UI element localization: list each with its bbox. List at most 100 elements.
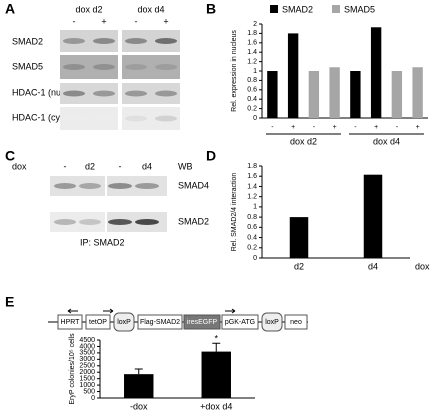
bar — [329, 67, 340, 118]
blot — [50, 176, 105, 196]
y-tick-label: 0.4 — [247, 234, 257, 241]
blot-images — [50, 30, 180, 232]
y-tick-label: 3500 — [79, 350, 95, 357]
bar — [391, 71, 403, 118]
construct-label: neo — [290, 319, 302, 326]
construct-label: loxP — [265, 319, 279, 326]
y-tick-label: 1500 — [79, 376, 95, 383]
construct-box — [221, 314, 259, 330]
error-bar — [134, 368, 143, 375]
y-tick-label: 0.8 — [247, 214, 257, 221]
x-tick-label: - — [313, 124, 316, 131]
lane-label: + — [163, 16, 168, 26]
y-axis-label: EryP colonies/10⁵ cells — [69, 333, 76, 405]
band — [155, 64, 177, 70]
band — [108, 219, 132, 225]
bar — [267, 71, 278, 118]
x-tick-label: - — [396, 124, 399, 131]
y-tick-label: 500 — [83, 388, 95, 395]
band — [155, 38, 177, 44]
construct-label: iresEGFP — [187, 319, 218, 326]
y-tick-label: 1000 — [79, 382, 95, 389]
panel-label: B — [206, 1, 216, 17]
legend-label: SMAD5 — [344, 4, 375, 14]
error-bar — [212, 342, 221, 352]
band — [108, 183, 132, 189]
blot — [60, 83, 118, 104]
y-tick-label: 2000 — [79, 369, 95, 376]
legend-swatch — [332, 5, 340, 13]
construct-box — [85, 314, 111, 330]
blot — [60, 30, 118, 52]
lane-label: WB — [178, 161, 193, 171]
x-tick-label: -dox — [130, 401, 148, 411]
construct-label: loxP — [117, 319, 131, 326]
y-tick-label: 1.4 — [247, 49, 257, 56]
blot — [122, 30, 180, 52]
band — [93, 90, 115, 97]
construct: HPRT tetOP loxP Flag-SMAD2 iresEGFP pGK-… — [48, 308, 308, 332]
panel-label: E — [5, 294, 14, 310]
y-tick-label: 2500 — [79, 363, 95, 370]
y-tick-label: 1 — [253, 68, 257, 75]
x-tick-label: + — [333, 124, 337, 131]
x-axis-label: dox — [415, 261, 430, 271]
band — [135, 183, 159, 189]
band — [93, 38, 115, 44]
bar — [287, 33, 299, 118]
band — [93, 115, 115, 122]
x-tick-label: +dox d4 — [200, 401, 232, 411]
bar — [308, 71, 320, 118]
x-tick-label: + — [374, 124, 378, 131]
x-tick-label: - — [271, 124, 274, 131]
y-tick-label: 0.2 — [247, 105, 257, 112]
y-tick-label: 2 — [253, 21, 257, 28]
band — [155, 90, 177, 97]
blot-header: dox d2 — [75, 4, 102, 14]
y-tick-label: 3000 — [79, 356, 95, 363]
y-tick-label: 0 — [253, 115, 257, 122]
x-tick-label: - — [354, 124, 357, 131]
x-tick-label: d2 — [294, 261, 304, 271]
legend-swatch — [270, 5, 278, 13]
bar — [370, 27, 382, 118]
y-tick-label: 0.6 — [247, 87, 257, 94]
y-tick-label: 0 — [91, 395, 95, 402]
blot — [50, 212, 105, 232]
lane-label: - — [64, 161, 67, 171]
blot — [122, 107, 180, 130]
construct-box — [57, 314, 83, 330]
bar — [363, 174, 383, 258]
lane-label: - — [73, 16, 76, 26]
y-tick-label: 1.2 — [247, 194, 257, 201]
arrow — [103, 308, 114, 314]
y-tick-label: 1.8 — [247, 163, 257, 170]
y-tick-label: 4000 — [79, 343, 95, 350]
y-tick-label: 1.6 — [247, 173, 257, 180]
row-label: SMAD5 — [12, 61, 43, 71]
band — [54, 183, 76, 189]
bar — [289, 217, 309, 258]
band — [54, 219, 76, 225]
construct-label: Flag-SMAD2 — [140, 319, 180, 326]
x-tick-label: + — [416, 124, 420, 131]
y-axis-label: Rel. expression in nucleus — [231, 30, 238, 112]
blot — [60, 107, 118, 130]
lane-label: d4 — [142, 161, 152, 171]
bar — [412, 67, 423, 118]
lane-label: + — [101, 16, 106, 26]
group-label: dox d2 — [290, 136, 317, 146]
y-tick-label: 0.4 — [247, 96, 257, 103]
bar — [350, 71, 361, 118]
band — [79, 219, 101, 225]
row-label: HDAC-1 (cyto) — [12, 112, 71, 122]
y-tick-label: 1.4 — [247, 183, 257, 190]
construct-box — [183, 314, 221, 330]
lane-label: dox — [12, 161, 27, 171]
bar — [124, 374, 154, 398]
y-tick-label: 0.8 — [247, 77, 257, 84]
lane-label: - — [119, 161, 122, 171]
panel-label: C — [5, 148, 15, 164]
band — [63, 115, 85, 122]
panel-label: D — [206, 148, 216, 164]
